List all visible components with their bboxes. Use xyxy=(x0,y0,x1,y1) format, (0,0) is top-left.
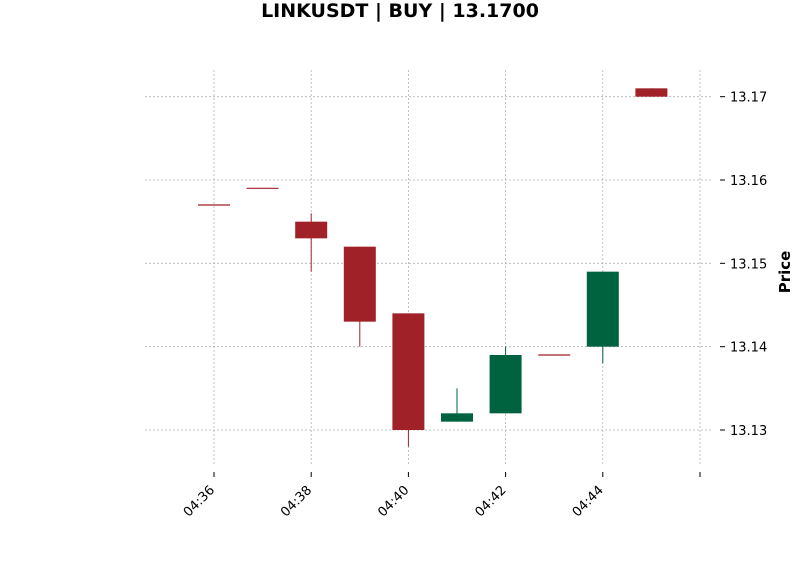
x-tick-label: 04:40 xyxy=(375,483,412,520)
y-tick-label: 13.17 xyxy=(730,91,767,106)
candle-body xyxy=(586,271,619,347)
candle-body xyxy=(295,221,328,239)
y-tick-label: 13.16 xyxy=(730,174,767,189)
candle-layer xyxy=(198,88,668,447)
candle-body xyxy=(441,413,473,422)
candle-body xyxy=(635,88,668,97)
candle xyxy=(295,213,328,272)
candle-body xyxy=(392,313,425,430)
grid-layer xyxy=(145,70,712,465)
y-axis-label: Price xyxy=(776,251,794,294)
candle xyxy=(392,313,425,447)
candle xyxy=(635,88,668,97)
x-tick-label: 04:44 xyxy=(570,483,607,520)
candle-body xyxy=(489,355,522,414)
candle xyxy=(343,246,376,347)
x-tick-label: 04:42 xyxy=(472,483,509,520)
y-tick-label: 13.15 xyxy=(730,257,767,272)
candle xyxy=(586,271,619,364)
x-axis: 04:36 04:38 04:40 04:42 04:44 xyxy=(181,472,701,520)
candle xyxy=(441,388,473,422)
candle-body xyxy=(343,246,376,322)
y-axis: 13.13 13.14 13.15 13.16 13.17 xyxy=(720,91,767,439)
x-tick-label: 04:38 xyxy=(278,483,315,520)
y-tick-label: 13.13 xyxy=(730,424,767,439)
candle xyxy=(489,346,522,414)
x-tick-label: 04:36 xyxy=(181,483,218,520)
y-tick-label: 13.14 xyxy=(730,341,767,356)
chart-title: LINKUSDT | BUY | 13.1700 xyxy=(261,0,539,22)
